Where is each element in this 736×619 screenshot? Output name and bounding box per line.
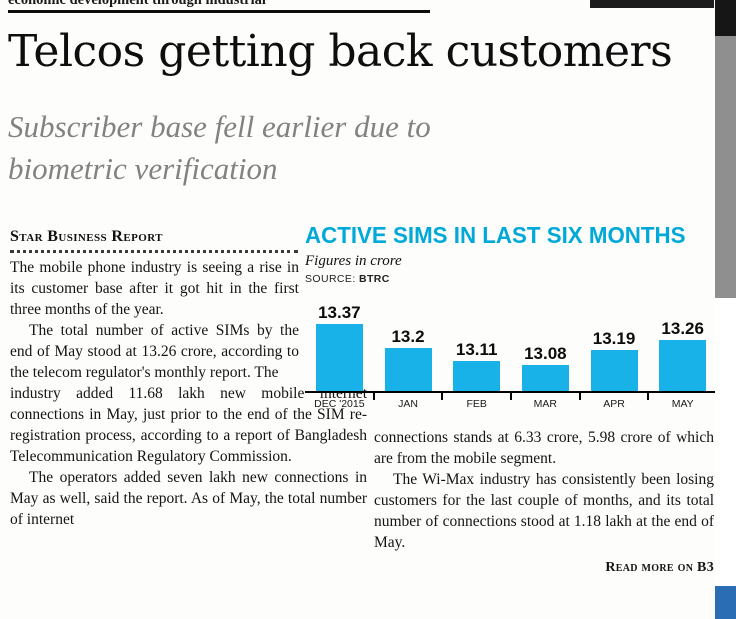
chart-source-value: BTRC — [358, 273, 390, 285]
byline: Star Business Report — [10, 228, 163, 245]
bar — [453, 361, 501, 391]
body-paragraph: The operators added seven lakh new conne… — [10, 469, 367, 528]
bar — [384, 348, 432, 391]
body-paragraph: The total number of active SIMs by the e… — [10, 322, 299, 381]
bar-value-label: 13.19 — [592, 329, 636, 348]
bar-group: 13.37 — [305, 303, 374, 391]
body-column-left: The mobile phone industry is seeing a ri… — [10, 257, 367, 530]
bar-category-label: DEC '2015 — [314, 398, 365, 410]
bar — [659, 340, 707, 391]
active-sims-chart: ACTIVE SIMS IN LAST SIX MONTHS Figures i… — [305, 222, 717, 410]
bar-value-label: 13.26 — [661, 319, 704, 338]
bar-group: 13.19 — [580, 329, 649, 391]
bar-chart: 13.37 13.2 13.11 13.08 13.19 13.26 — [305, 297, 717, 393]
bar-category-label: JAN — [372, 393, 443, 410]
bar-group: 13.08 — [511, 344, 580, 391]
body-column-left-narrow: The mobile phone industry is seeing a ri… — [10, 257, 299, 383]
top-rule — [8, 10, 430, 13]
headline: Telcos getting back customers — [8, 26, 673, 77]
bar-group: 13.11 — [442, 340, 511, 391]
chart-source: SOURCE: BTRC — [305, 273, 717, 285]
subhead: Subscriber base fell earlier due to biom… — [8, 109, 431, 186]
top-right-dark-bar — [590, 0, 714, 8]
bar-value-label: 13.08 — [524, 344, 567, 363]
body-paragraph: The Wi-Max industry has consistently bee… — [374, 471, 714, 551]
bar-value-label: 13.11 — [455, 340, 498, 359]
adjacent-column-blue-block — [715, 586, 736, 619]
top-strip: economic development through industrial — [0, 0, 712, 12]
chart-title: ACTIVE SIMS IN LAST SIX MONTHS — [305, 222, 686, 248]
body-paragraph: The mobile phone industry is seeing a ri… — [10, 259, 299, 318]
bar-category-label: MAR — [510, 393, 580, 410]
chart-source-label: SOURCE: — [305, 273, 356, 285]
read-more-link: Read more on B3 — [605, 560, 714, 575]
body-paragraph: industry added 11.68 lakh new mobile int… — [10, 385, 367, 465]
body-paragraph: connections stands at 6.33 crore, 5.98 c… — [374, 429, 714, 467]
chart-unit-note: Figures in crore — [305, 253, 402, 269]
bar-group: 13.26 — [648, 319, 717, 391]
bar-value-label: 13.37 — [318, 303, 361, 322]
adjacent-column-dark-block — [715, 0, 736, 36]
body-column-right: connections stands at 6.33 crore, 5.98 c… — [374, 427, 714, 576]
bar-category-label: APR — [578, 393, 649, 410]
bar-category-label: FEB — [441, 393, 511, 410]
top-strip-text: economic development through industrial — [8, 0, 266, 8]
bar-category-label: MAY — [647, 393, 717, 410]
body-column-left-wide: industry added 11.68 lakh new mobile int… — [10, 383, 367, 530]
bar — [521, 365, 569, 391]
bar — [590, 350, 638, 391]
bar-group: 13.2 — [374, 327, 443, 391]
bar-value-label: 13.2 — [391, 327, 425, 346]
adjacent-column-gray-block — [715, 36, 736, 298]
right-rail — [715, 0, 736, 619]
bar — [315, 324, 363, 391]
bar-chart-axis-labels: DEC '2015 JAN FEB MAR APR MAY — [305, 393, 717, 410]
dotted-divider — [10, 250, 298, 253]
